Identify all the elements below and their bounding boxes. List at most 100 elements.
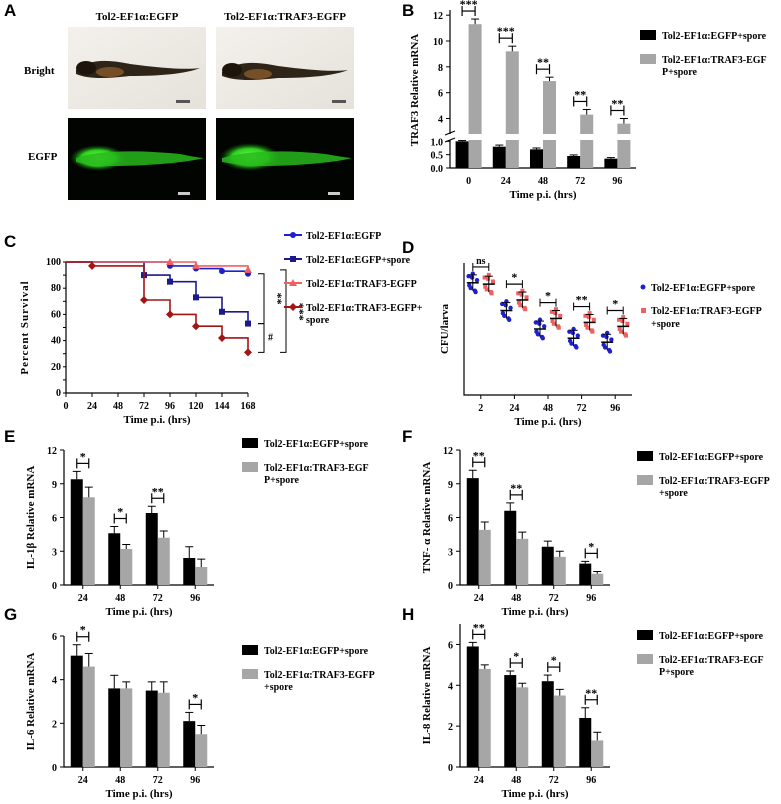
data-point [609, 337, 614, 342]
bar [541, 546, 554, 585]
panel-e-chart: 0 3 6 9 12 24 * 48 * 72 ** 96 Time p.i. (hrs) IL-1β R… [25, 438, 369, 618]
bar [516, 538, 529, 585]
marker-diamond [218, 333, 226, 342]
y-axis-title: IL-1β Relative mRNA [25, 466, 37, 570]
x-axis-title: Time p.i. (hrs) [105, 606, 172, 618]
sig-label: ** [576, 293, 588, 307]
bar [478, 668, 491, 767]
y-axis-title: TRAF3 Relative mRNA [409, 34, 421, 146]
y-tick-label: 3 [448, 547, 453, 558]
bar [579, 563, 592, 585]
marker-square [290, 256, 296, 262]
y-tick-label: 60 [51, 309, 61, 320]
legend-label: Tol2-EF1α:TRAF3-EGF [659, 655, 764, 666]
legend-label: Tol2-EF1α:EGFP+spore [662, 31, 767, 42]
sig-label: ** [574, 87, 586, 101]
bar [183, 721, 196, 767]
bar [108, 688, 121, 767]
data-point [503, 303, 508, 308]
bar-upper [543, 81, 557, 134]
data-point [590, 329, 595, 334]
panel-a-row-label-egfp: EGFP [28, 151, 58, 163]
x-tick-label: 24 [509, 403, 519, 414]
y-tick-label: 0 [56, 388, 61, 399]
sig-label: * [513, 649, 519, 663]
panel-a-col-label-2: Tol2-EF1α:TRAF3-EGFP [224, 11, 346, 23]
panel-d-chart: 2 ns 24 * 48 * 72 ** 96 * Time p.i. (hrs) CFU/larva… [439, 256, 762, 428]
y-tick-label: 1.0 [431, 137, 444, 148]
bar [108, 533, 121, 585]
y-tick-label: 12 [433, 11, 443, 22]
bracket-label: # [268, 333, 273, 344]
bar [145, 513, 158, 585]
y-tick-label: 0.5 [431, 151, 444, 162]
y-tick-label: 0 [52, 581, 57, 592]
bar [120, 688, 133, 767]
bar [195, 567, 208, 585]
data-point [484, 287, 489, 292]
y-tick-label: 12 [443, 446, 453, 457]
marker-square [193, 294, 199, 301]
x-tick-label: 72 [549, 775, 559, 786]
legend-label: Tol2-EF1α:TRAF3-EGF [264, 463, 369, 474]
data-point [508, 305, 513, 311]
panel-letter-c: C [4, 232, 16, 251]
legend-label: Tol2-EF1α:TRAF3-EGFP [651, 306, 762, 317]
data-point [570, 330, 576, 336]
marker-square [245, 320, 251, 327]
data-point [584, 323, 589, 328]
bar [145, 690, 158, 767]
data-point [516, 291, 521, 296]
data-point [585, 325, 590, 330]
bar [82, 497, 95, 585]
data-point [473, 289, 478, 295]
bar-lower [505, 140, 519, 168]
x-tick-label: 96 [165, 401, 175, 412]
x-tick-label: 72 [153, 593, 163, 604]
panel-letter-d: D [402, 238, 414, 257]
y-tick-label: 6 [438, 89, 443, 100]
bar [567, 156, 581, 168]
y-tick-label: 2 [448, 722, 453, 733]
data-point [553, 311, 558, 316]
marker-diamond [289, 303, 297, 311]
legend-label: Tol2-EF1α:EGFP+spore [264, 646, 369, 657]
panel-letter-a: A [4, 1, 16, 20]
sig-label: ** [510, 481, 522, 495]
data-point [587, 311, 592, 316]
sig-label: *** [460, 0, 478, 11]
sig-label: * [612, 297, 618, 311]
bar [82, 666, 95, 767]
data-point [518, 303, 523, 308]
sig-label: * [551, 653, 557, 667]
bar [504, 675, 517, 767]
bar [591, 740, 604, 767]
x-tick-label: 24 [78, 775, 88, 786]
x-tick-label: 96 [586, 775, 596, 786]
data-point [567, 338, 573, 344]
legend-label: Tol2-EF1α:TRAF3-EGFP+ [306, 303, 423, 314]
legend-label: Tol2-EF1α:TRAF3-EGF [662, 55, 767, 66]
x-axis-title: Time p.i. (hrs) [501, 606, 568, 618]
bar-lower [580, 140, 594, 168]
y-tick-label: 3 [52, 547, 57, 558]
legend-swatch [637, 475, 653, 485]
data-point [482, 275, 487, 280]
bar [591, 573, 604, 585]
x-tick-label: 24 [78, 593, 88, 604]
marker-triangle [244, 265, 252, 273]
data-point [523, 307, 528, 312]
legend-label: Tol2-EF1α:EGFP [306, 231, 381, 242]
data-point [556, 325, 561, 330]
x-tick-label: 0 [64, 401, 69, 412]
legend-swatch [640, 54, 656, 64]
sig-label: * [80, 449, 86, 463]
legend-label: +spore [651, 319, 680, 330]
data-point [591, 317, 596, 322]
bar-lower [617, 140, 631, 168]
marker-square [167, 278, 173, 285]
data-point [483, 284, 488, 289]
sig-label: ** [585, 686, 597, 700]
